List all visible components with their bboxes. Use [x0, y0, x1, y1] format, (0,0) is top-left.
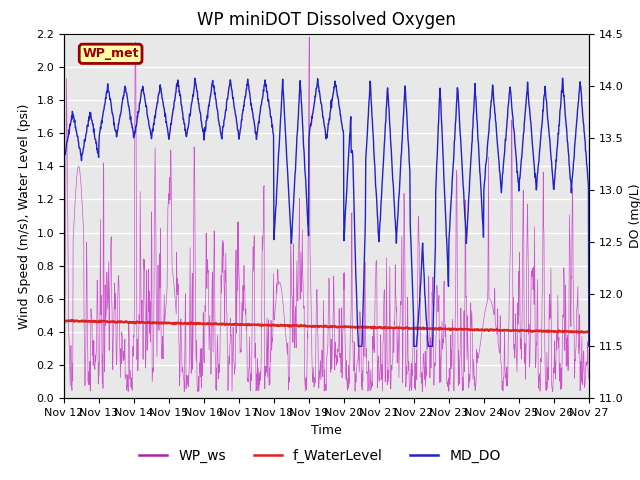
X-axis label: Time: Time — [311, 424, 342, 437]
Legend: WP_ws, f_WaterLevel, MD_DO: WP_ws, f_WaterLevel, MD_DO — [134, 443, 506, 468]
Text: WP_met: WP_met — [83, 48, 139, 60]
Y-axis label: DO (mg/L): DO (mg/L) — [629, 184, 640, 248]
Title: WP miniDOT Dissolved Oxygen: WP miniDOT Dissolved Oxygen — [197, 11, 456, 29]
Y-axis label: Wind Speed (m/s), Water Level (psi): Wind Speed (m/s), Water Level (psi) — [18, 103, 31, 329]
